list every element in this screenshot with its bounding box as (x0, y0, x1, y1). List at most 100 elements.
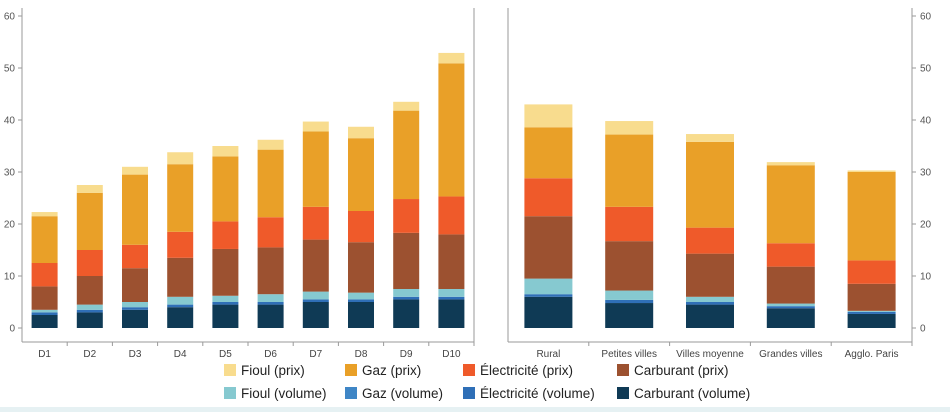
x-tick-label: D5 (219, 349, 232, 360)
bar-segment (605, 121, 654, 135)
legend-swatch (463, 387, 475, 399)
legend-label: Gaz (volume) (362, 386, 443, 401)
bar-segment (302, 131, 329, 207)
y-tick-label: 30 (920, 168, 932, 179)
x-tick-label: D1 (38, 349, 51, 360)
bar-segment (122, 244, 148, 269)
bar-segment (847, 283, 896, 311)
bar-segment (167, 152, 194, 165)
bar-segment (31, 312, 58, 315)
bar-segment (686, 134, 734, 142)
bar-segment (393, 110, 420, 200)
y-tick-label: 50 (920, 64, 932, 75)
bar-segment (167, 304, 194, 308)
x-tick-label: D2 (83, 349, 96, 360)
bar-segment (393, 232, 420, 289)
right-chart: 0 10 20 30 40 50 60 Rural Petites villes Villes m… (507, 8, 932, 360)
bar-segment (212, 304, 239, 328)
y-tick-label: 30 (4, 168, 16, 179)
bar-segment (847, 260, 896, 284)
y-tick-label: 10 (920, 272, 932, 283)
y-tick-label: 60 (4, 12, 16, 23)
bar-segment (438, 196, 465, 235)
bar-segment (348, 302, 374, 328)
bar-segment (212, 295, 239, 302)
bar-segment (257, 247, 284, 295)
bar-segment (438, 289, 465, 297)
bar-segment (167, 257, 194, 297)
legend: Fioul (prix) Gaz (prix) Électricité (prix)… (224, 363, 750, 401)
bar-segment (524, 104, 573, 128)
bar-segment (847, 313, 896, 328)
bar-segment (524, 278, 573, 295)
x-tick-label: D9 (400, 349, 413, 360)
bar-segment (686, 296, 734, 302)
bar-segment (302, 291, 329, 300)
bar-segment (438, 299, 465, 328)
bar-segment (76, 309, 103, 313)
bar-segment (847, 310, 896, 312)
legend-label: Carburant (prix) (634, 363, 729, 378)
bar-segment (605, 299, 654, 304)
y-tick-label: 0 (920, 324, 926, 335)
bar-segment (524, 216, 573, 279)
y-tick-label: 10 (4, 272, 16, 283)
bar-segment (122, 309, 148, 328)
bar-segment (348, 292, 374, 300)
bar-segment (393, 299, 420, 328)
bar-segment (167, 164, 194, 232)
bar-segment (212, 146, 239, 157)
legend-label: Fioul (prix) (241, 363, 305, 378)
bar-segment (393, 289, 420, 297)
bar-segment (348, 126, 374, 139)
legend-swatch (224, 387, 236, 399)
bar-segment (438, 63, 465, 197)
bar-segment (257, 149, 284, 218)
bar-segment (167, 231, 194, 258)
bar-segment (76, 185, 103, 193)
legend-swatch (345, 364, 357, 376)
bar-segment (766, 303, 815, 307)
bar-segment (257, 217, 284, 248)
bar-segment (122, 307, 148, 310)
bar-segment (766, 165, 815, 244)
bar-segment (605, 241, 654, 291)
bar-segment (766, 266, 815, 304)
legend-swatch (463, 364, 475, 376)
bar-segment (31, 286, 58, 310)
bar-segment (605, 290, 654, 300)
y-tick-label: 40 (920, 116, 932, 127)
bar-segment (847, 311, 896, 314)
x-tick-label: Petites villes (601, 349, 657, 360)
x-tick-label: D10 (442, 349, 461, 360)
bar-segment (847, 170, 896, 172)
x-tick-label: D3 (129, 349, 142, 360)
bar-segment (302, 302, 329, 328)
x-tick-label: Rural (536, 349, 560, 360)
bar-segment (302, 239, 329, 292)
y-tick-label: 60 (920, 12, 932, 23)
bar-segment (393, 101, 420, 111)
bottom-band (0, 407, 950, 412)
legend-label: Fioul (volume) (241, 386, 327, 401)
legend-label: Électricité (prix) (480, 363, 573, 378)
bar-segment (524, 127, 573, 179)
x-tick-label: D8 (355, 349, 368, 360)
bar-segment (605, 206, 654, 242)
bar-segment (31, 216, 58, 263)
bar-segment (348, 138, 374, 211)
y-tick-label: 50 (4, 64, 16, 75)
bar-segment (257, 139, 284, 150)
bar-segment (302, 121, 329, 132)
bar-segment (257, 294, 284, 302)
bar-segment (212, 156, 239, 222)
bar-segment (393, 199, 420, 233)
bar-segment (766, 308, 815, 328)
bar-segment (686, 253, 734, 297)
bar-segment (686, 302, 734, 305)
bar-segment (212, 302, 239, 305)
bar-segment (212, 221, 239, 249)
bar-segment (605, 303, 654, 328)
bar-segment (212, 248, 239, 296)
